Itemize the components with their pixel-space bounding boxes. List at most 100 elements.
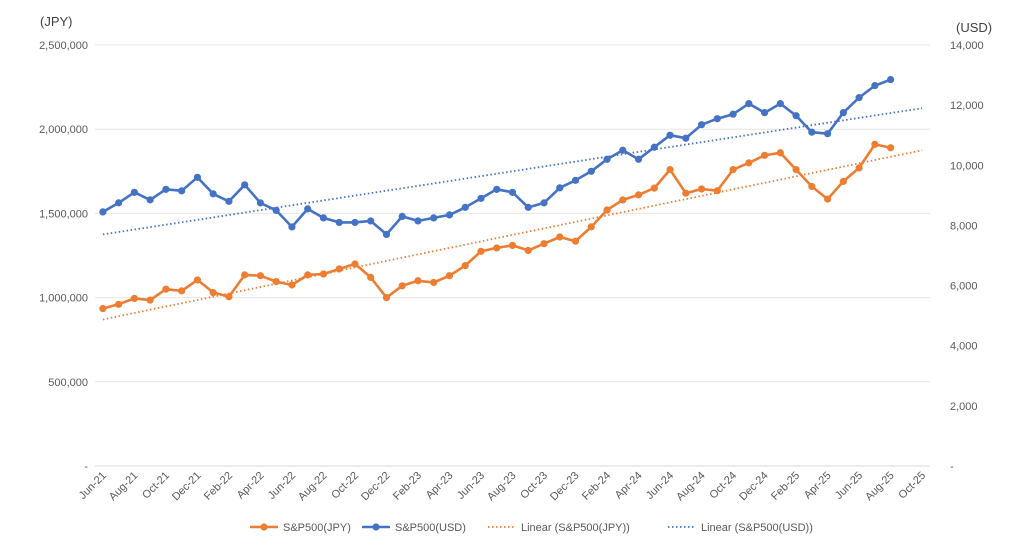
data-point	[130, 188, 138, 196]
data-point	[887, 75, 895, 84]
data-point	[178, 287, 186, 295]
left-axis-tick-label: 1,000,000	[39, 293, 88, 305]
data-point	[115, 199, 123, 207]
x-axis-tick-label: Apr-24	[613, 470, 645, 502]
x-axis-tick-label: Apr-23	[424, 470, 456, 502]
data-point	[508, 188, 517, 196]
data-point	[430, 214, 438, 222]
x-axis-tick-label: Aug-24	[674, 470, 708, 504]
data-point	[382, 230, 391, 239]
data-point	[808, 182, 816, 191]
data-point	[319, 214, 328, 222]
data-point	[398, 282, 406, 290]
x-axis-tick-label: Oct-24	[707, 470, 739, 502]
data-point	[839, 177, 847, 186]
right-axis-tick-label: 2,000	[950, 401, 978, 413]
x-axis-tick-label: Jun-24	[644, 470, 676, 502]
data-point	[729, 110, 737, 118]
data-point	[241, 271, 249, 279]
data-point	[256, 272, 265, 280]
data-point	[304, 205, 312, 213]
data-point	[146, 296, 154, 304]
data-point	[587, 223, 595, 231]
x-axis-tick-label: Apr-25	[802, 470, 834, 502]
data-point	[556, 233, 564, 241]
legend-label: S&P500(JPY)	[283, 522, 351, 534]
data-point	[493, 244, 501, 252]
right-axis-tick-label: 8,000	[950, 220, 978, 232]
data-point	[540, 199, 548, 207]
x-axis-tick-label: Jun-25	[833, 470, 865, 502]
data-point	[288, 281, 296, 289]
data-point	[855, 164, 863, 172]
gridlines	[95, 44, 930, 467]
data-point	[115, 300, 123, 308]
right-axis-tick-label: -	[950, 461, 954, 473]
data-point	[99, 304, 107, 313]
data-point	[823, 130, 832, 138]
data-point	[682, 189, 690, 197]
x-axis-tick-label: Oct-21	[140, 470, 172, 502]
x-axis-tick-label: Dec-22	[359, 470, 393, 504]
data-point	[508, 241, 517, 249]
series-lines	[99, 75, 923, 321]
data-point	[272, 278, 280, 286]
data-point	[839, 109, 847, 117]
x-axis-tick-label: Oct-22	[329, 470, 361, 502]
data-point	[99, 208, 107, 216]
data-point	[335, 265, 343, 273]
data-point	[619, 146, 627, 154]
data-point	[571, 176, 580, 184]
data-point	[745, 159, 753, 167]
x-axis-tick-label: Aug-25	[863, 470, 897, 504]
data-point	[855, 94, 863, 102]
x-axis-tick-label: Feb-24	[580, 470, 613, 503]
data-point	[619, 196, 627, 204]
data-point	[603, 206, 611, 214]
data-point	[650, 184, 658, 192]
x-axis-tick-label: Dec-21	[170, 470, 204, 504]
legend-marker	[372, 523, 380, 531]
data-point	[335, 218, 343, 227]
data-point	[304, 271, 312, 279]
data-point	[871, 140, 879, 148]
left-axis-tick-label: 2,000,000	[39, 124, 88, 136]
left-axis-unit-label: (JPY)	[40, 14, 73, 29]
legend-label: Linear (S&P500(JPY))	[521, 522, 630, 534]
x-axis-tick-label: Aug-22	[296, 470, 330, 504]
data-point	[382, 294, 391, 302]
data-point	[666, 131, 674, 139]
series-line-1	[102, 78, 892, 236]
data-point	[729, 166, 737, 174]
data-point	[697, 121, 706, 129]
data-point	[524, 203, 532, 211]
data-point	[351, 218, 359, 227]
left-axis-tick-label: 500,000	[48, 377, 88, 389]
data-point	[887, 144, 895, 152]
data-point	[398, 212, 406, 221]
x-axis-tick-label: Jun-21	[77, 470, 109, 502]
data-point	[792, 112, 800, 120]
right-axis-tick-label: 14,000	[950, 40, 984, 52]
data-point	[571, 237, 580, 245]
data-point	[414, 277, 422, 285]
data-point	[682, 134, 690, 142]
data-point	[477, 247, 485, 255]
data-point	[162, 185, 170, 193]
data-point	[146, 196, 154, 204]
data-point	[823, 195, 832, 203]
left-axis-tick-label: 1,500,000	[39, 208, 88, 220]
data-point	[745, 100, 753, 108]
data-point	[871, 81, 879, 90]
data-point	[193, 173, 202, 181]
x-axis-tick-label: Jun-23	[455, 470, 487, 502]
data-point	[760, 109, 769, 117]
x-axis-tick-label: Dec-24	[737, 470, 771, 504]
right-axis-tick-label: 10,000	[950, 160, 984, 172]
data-point	[713, 115, 721, 123]
data-point	[445, 211, 454, 219]
data-point	[288, 223, 296, 231]
left-axis-tick-label: -	[84, 461, 88, 473]
data-point	[634, 155, 643, 163]
